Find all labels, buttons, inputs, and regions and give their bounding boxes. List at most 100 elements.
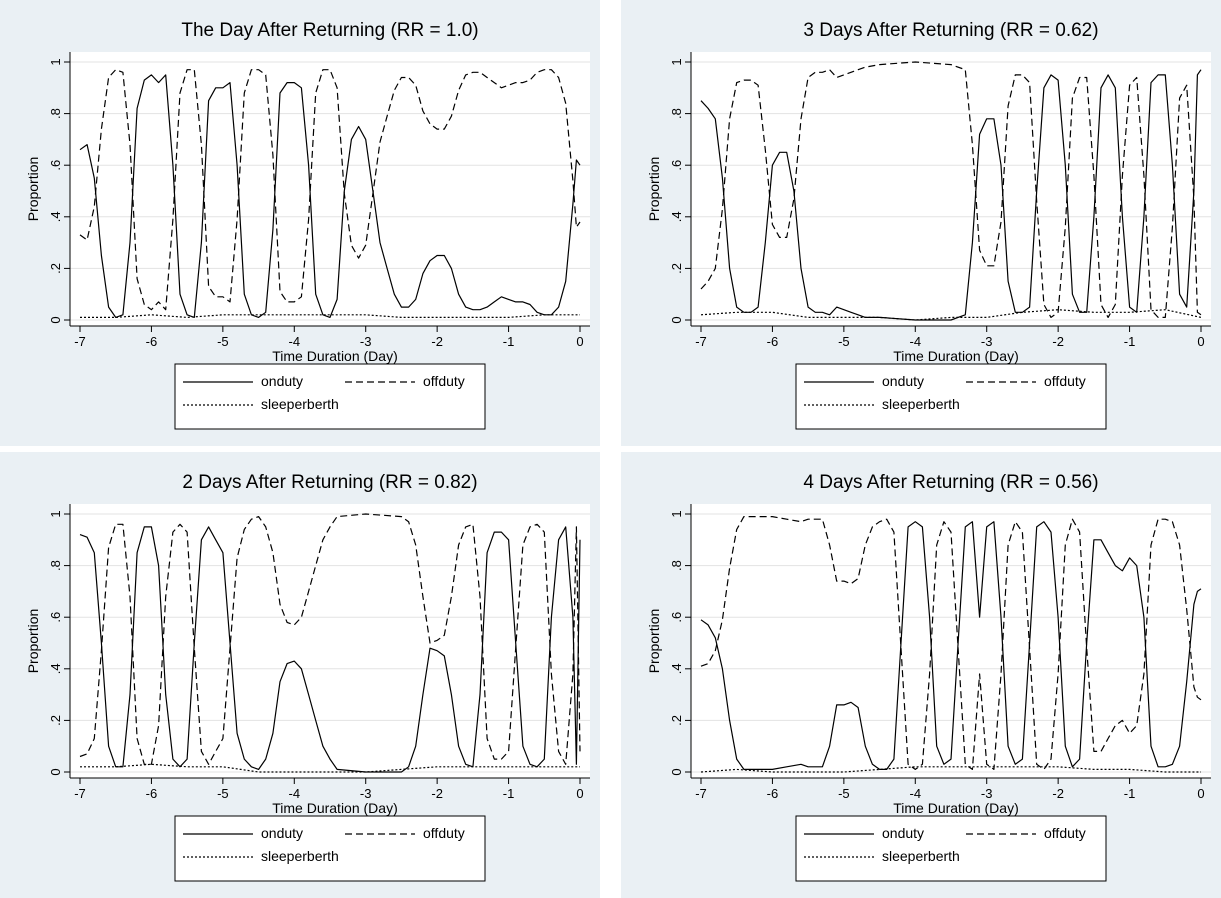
legend-label-onduty: onduty <box>882 373 924 389</box>
x-tick-label: -2 <box>431 786 443 801</box>
y-tick-label: .4 <box>669 663 684 674</box>
y-tick-label: 1 <box>669 58 684 65</box>
x-tick-label: -7 <box>74 334 86 349</box>
y-tick-label: .6 <box>48 612 63 623</box>
series-line-onduty <box>700 521 1202 770</box>
x-tick-label: -7 <box>74 786 86 801</box>
x-tick-label: -5 <box>217 334 229 349</box>
y-tick-label: .6 <box>48 160 63 171</box>
chart-title: The Day After Returning (RR = 1.0) <box>181 20 478 41</box>
y-tick-label: .4 <box>669 211 684 222</box>
chart-title: 2 Days After Returning (RR = 0.82) <box>182 472 477 493</box>
series-line-offduty <box>79 69 581 311</box>
plot-area <box>691 504 1211 778</box>
chart-svg: The Day After Returning (RR = 1.0) 0 .2 .4.… <box>0 0 600 446</box>
y-tick-label: .8 <box>48 108 63 119</box>
plot-area <box>70 504 590 778</box>
legend-box <box>795 363 1107 430</box>
legend-label-onduty: onduty <box>261 825 303 841</box>
x-tick-label: -6 <box>767 786 779 801</box>
series-line-offduty <box>79 513 581 765</box>
x-tick-label: -3 <box>360 334 372 349</box>
x-tick-label: -4 <box>910 786 922 801</box>
plot-area <box>70 52 590 326</box>
y-tick-label: 1 <box>669 510 684 517</box>
chart-svg: 3 Days After Returning (RR = 0.62) 0 .2 .4.… <box>621 0 1221 446</box>
series-line-onduty <box>79 526 581 773</box>
chart-panel-2: 3 Days After Returning (RR = 0.62) 0 .2 .4.… <box>621 0 1221 446</box>
series-line-offduty <box>700 61 1202 318</box>
x-axis-label: Time Duration (Day) <box>893 348 1019 364</box>
legend-label-sleeperberth: sleeperberth <box>261 848 339 864</box>
chart-panel-3: 2 Days After Returning (RR = 0.82) 0 .2 .4.… <box>0 452 600 898</box>
y-tick-label: .8 <box>48 560 63 571</box>
y-tick-label: 1 <box>48 510 63 517</box>
x-tick-label: -6 <box>767 334 779 349</box>
chart-svg: 2 Days After Returning (RR = 0.82) 0 .2 .4.… <box>0 452 600 898</box>
legend-label-onduty: onduty <box>882 825 924 841</box>
x-tick-label: -4 <box>289 334 301 349</box>
chart-title: 4 Days After Returning (RR = 0.56) <box>803 472 1098 493</box>
x-tick-label: -6 <box>146 334 158 349</box>
y-tick-label: 0 <box>48 768 63 775</box>
y-tick-label: 0 <box>669 316 684 323</box>
x-tick-label: -7 <box>695 334 707 349</box>
x-tick-label: -1 <box>503 786 515 801</box>
legend-label-offduty: offduty <box>423 825 465 841</box>
x-tick-label: 0 <box>576 786 583 801</box>
x-tick-label: -5 <box>838 334 850 349</box>
legend: onduty offduty sleeperberth <box>174 815 486 882</box>
y-tick-label: .2 <box>669 715 684 726</box>
x-tick-label: -1 <box>503 334 515 349</box>
legend: onduty offduty sleeperberth <box>795 363 1107 430</box>
chart-panel-1: The Day After Returning (RR = 1.0) 0 .2 .4.… <box>0 0 600 446</box>
legend-label-sleeperberth: sleeperberth <box>882 848 960 864</box>
x-tick-label: -5 <box>838 786 850 801</box>
y-tick-label: .6 <box>669 160 684 171</box>
chart-title: 3 Days After Returning (RR = 0.62) <box>803 20 1098 41</box>
series-line-onduty <box>700 69 1202 321</box>
series-line-onduty <box>79 74 581 318</box>
legend: onduty offduty sleeperberth <box>174 363 486 430</box>
y-axis-label: Proportion <box>25 157 41 222</box>
series-line-sleeperberth <box>80 314 580 318</box>
x-tick-label: -2 <box>431 334 443 349</box>
y-tick-label: .4 <box>48 663 63 674</box>
x-tick-label: -7 <box>695 786 707 801</box>
y-tick-label: .2 <box>48 715 63 726</box>
legend-label-sleeperberth: sleeperberth <box>261 396 339 412</box>
x-tick-label: -2 <box>1052 786 1064 801</box>
y-axis-label: Proportion <box>646 609 662 674</box>
legend-label-offduty: offduty <box>1044 373 1086 389</box>
x-tick-label: -3 <box>981 334 993 349</box>
series-line-sleeperberth <box>700 766 1201 773</box>
y-tick-label: .6 <box>669 612 684 623</box>
legend-box <box>174 815 486 882</box>
y-tick-label: .2 <box>669 263 684 274</box>
y-tick-label: 0 <box>669 768 684 775</box>
y-axis-label: Proportion <box>646 157 662 222</box>
x-tick-label: -5 <box>217 786 229 801</box>
legend-label-offduty: offduty <box>1044 825 1086 841</box>
x-tick-label: -4 <box>910 334 922 349</box>
y-tick-label: 0 <box>48 316 63 323</box>
plot-area <box>691 52 1211 326</box>
x-tick-label: -4 <box>289 786 301 801</box>
legend-label-sleeperberth: sleeperberth <box>882 396 960 412</box>
series-line-offduty <box>700 516 1202 770</box>
legend-box <box>174 363 486 430</box>
legend: onduty offduty sleeperberth <box>795 815 1107 882</box>
legend-box <box>795 815 1107 882</box>
y-tick-label: .4 <box>48 211 63 222</box>
x-axis-label: Time Duration (Day) <box>272 348 398 364</box>
x-tick-label: -1 <box>1124 334 1136 349</box>
x-tick-label: -6 <box>146 786 158 801</box>
y-tick-label: .8 <box>669 560 684 571</box>
chart-svg: 4 Days After Returning (RR = 0.56) 0 .2 .4.… <box>621 452 1221 898</box>
x-axis-label: Time Duration (Day) <box>893 800 1019 816</box>
x-tick-label: -3 <box>981 786 993 801</box>
x-tick-label: 0 <box>576 334 583 349</box>
x-tick-label: 0 <box>1197 334 1204 349</box>
y-tick-label: .8 <box>669 108 684 119</box>
x-tick-label: 0 <box>1197 786 1204 801</box>
